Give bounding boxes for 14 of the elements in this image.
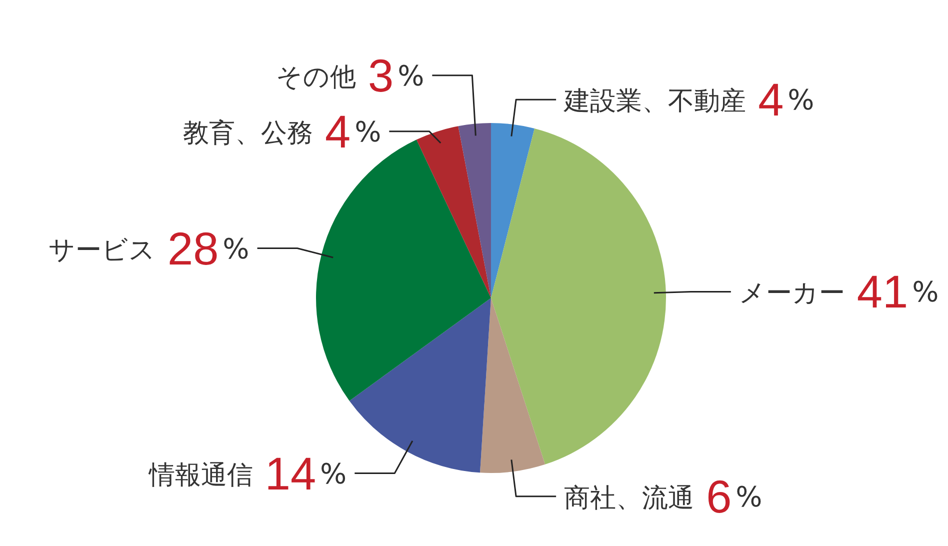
slice-label: サービス: [48, 235, 156, 266]
data-label: 6%: [706, 470, 762, 522]
slice-label: 情報通信: [148, 460, 253, 490]
data-label: 28%: [168, 222, 250, 274]
data-label: 4%: [325, 105, 382, 158]
slice-label: その他: [276, 62, 356, 92]
data-label: 41%: [856, 266, 939, 318]
slice-label: 建設業、不動産: [563, 86, 746, 117]
data-label: 3%: [368, 49, 424, 102]
slice-label: メーカー: [738, 278, 845, 309]
data-label: 14%: [264, 447, 347, 500]
data-label: 4%: [758, 74, 814, 126]
slice-label: 教育、公務: [183, 118, 314, 148]
slice-label: 商社、流通: [564, 483, 694, 514]
